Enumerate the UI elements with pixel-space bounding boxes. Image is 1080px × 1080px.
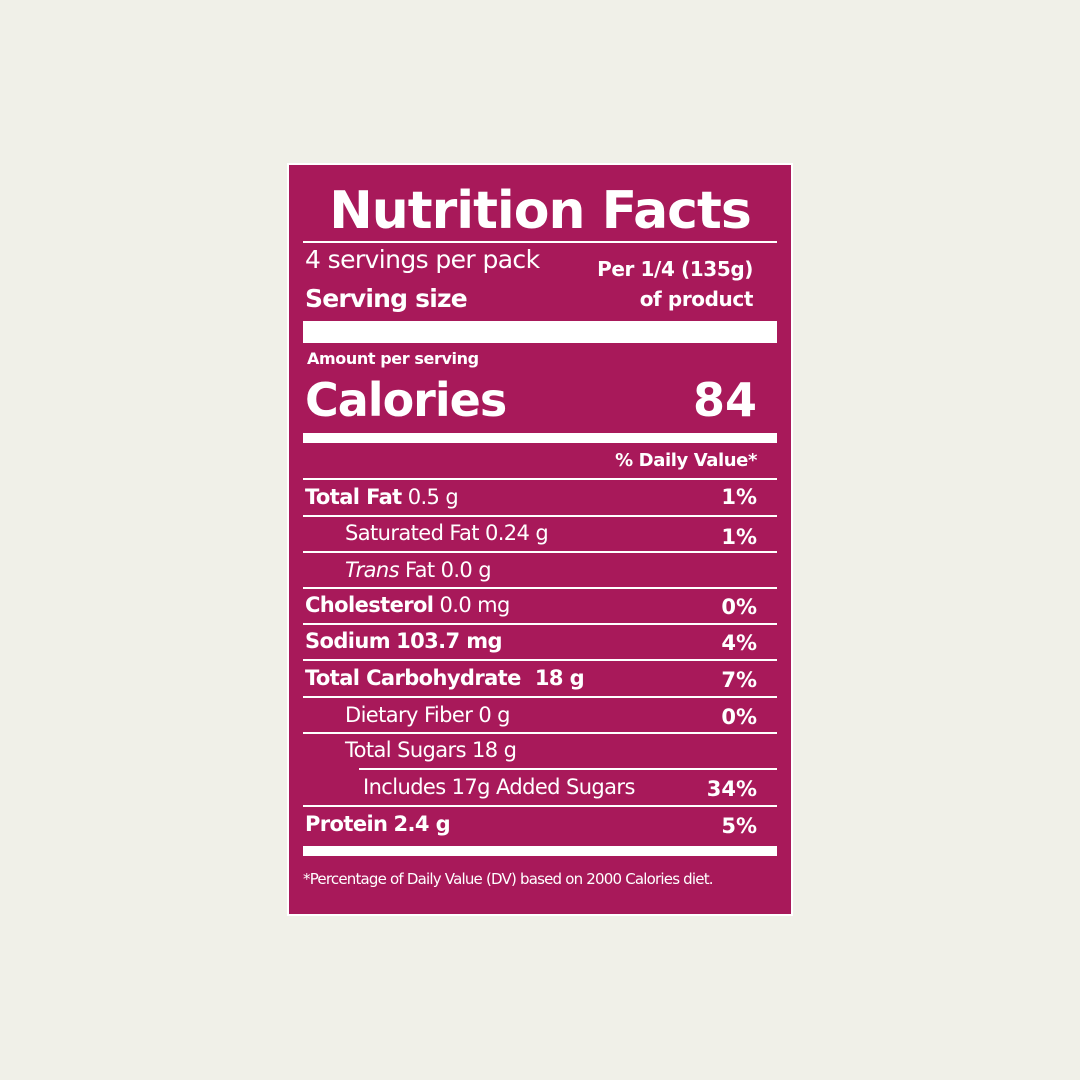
nutrient-name: Saturated Fat xyxy=(345,521,479,545)
row-divider xyxy=(359,768,777,770)
daily-value-header: % Daily Value* xyxy=(615,450,757,471)
nutrient-amount: 18 g xyxy=(472,738,517,762)
serving-size-unit: of product xyxy=(639,287,754,311)
serving-size-amount: Per 1/4 (135g) xyxy=(597,257,753,281)
nutrient-name: Protein xyxy=(305,812,388,836)
nutrient-amount: 0.24 g xyxy=(484,521,549,545)
nutrient-name: Total Carbohydrate xyxy=(305,666,521,690)
nutrient-total-carbohydrate: Total Carbohydrate 18 g xyxy=(305,666,585,690)
dv-sodium: 4% xyxy=(721,631,757,655)
dv-cholesterol: 0% xyxy=(721,595,757,619)
nutrient-amount: 0.0 mg xyxy=(439,593,510,617)
nutrient-protein: Protein 2.4 g xyxy=(305,812,451,836)
nutrient-name: Total Fat xyxy=(305,485,402,509)
dv-saturated-fat: 1% xyxy=(721,525,757,549)
thick-bar-top xyxy=(303,321,777,343)
amount-per-serving: Amount per serving xyxy=(307,349,479,368)
row-divider xyxy=(303,623,777,625)
nutrient-amount: 18 g xyxy=(534,666,585,690)
dv-dietary-fiber: 0% xyxy=(721,705,757,729)
nutrition-panel: Nutrition Facts 4 servings per pack Serv… xyxy=(289,165,791,914)
nutrient-name: Fat xyxy=(405,558,435,582)
row-divider xyxy=(303,551,777,553)
nutrient-amount: 0 g xyxy=(478,703,510,727)
nutrient-name: Includes 17g Added Sugars xyxy=(363,775,635,799)
nutrient-saturated-fat: Saturated Fat 0.24 g xyxy=(345,521,549,545)
nutrient-total-fat: Total Fat 0.5 g xyxy=(305,485,459,509)
nutrient-amount: 0.0 g xyxy=(440,558,492,582)
row-divider xyxy=(303,515,777,517)
dv-total-carbohydrate: 7% xyxy=(721,668,757,692)
nutrient-cholesterol: Cholesterol 0.0 mg xyxy=(305,595,510,616)
row-divider xyxy=(303,696,777,698)
dv-total-fat: 1% xyxy=(721,485,757,509)
label-title: Nutrition Facts xyxy=(329,181,752,241)
row-divider xyxy=(303,732,777,734)
row-divider xyxy=(303,587,777,589)
dv-added-sugars: 34% xyxy=(706,777,757,801)
calories-label: Calories xyxy=(305,373,507,427)
servings-per-pack: 4 servings per pack xyxy=(305,245,540,274)
serving-size-label: Serving size xyxy=(305,284,468,313)
nutrient-dietary-fiber: Dietary Fiber 0 g xyxy=(345,705,510,726)
nutrient-name: Total Sugars xyxy=(345,738,467,762)
medium-bar xyxy=(303,433,777,443)
nutrient-amount: 2.4 g xyxy=(393,812,451,836)
nutrient-name: Sodium xyxy=(305,629,391,653)
nutrient-total-sugars: Total Sugars 18 g xyxy=(345,738,517,762)
divider-dv xyxy=(303,478,777,480)
divider-title xyxy=(303,241,777,243)
nutrient-amount: 103.7 mg xyxy=(396,629,502,653)
nutrient-sodium: Sodium 103.7 mg xyxy=(305,629,503,653)
nutrient-amount: 0.5 g xyxy=(407,485,459,509)
thick-bar-bottom xyxy=(303,846,777,856)
row-divider xyxy=(303,659,777,661)
nutrient-name-italic: Trans xyxy=(345,558,400,582)
nutrient-trans-fat: Trans Fat 0.0 g xyxy=(345,558,492,582)
footnote: *Percentage of Daily Value (DV) based on… xyxy=(303,870,714,888)
row-divider xyxy=(303,805,777,807)
nutrient-name: Dietary Fiber xyxy=(345,703,473,727)
nutrient-added-sugars: Includes 17g Added Sugars xyxy=(363,777,635,798)
nutrient-name: Cholesterol xyxy=(305,593,434,617)
dv-protein: 5% xyxy=(721,814,757,838)
nutrition-facts-label: Nutrition Facts 4 servings per pack Serv… xyxy=(287,163,793,916)
calories-value: 84 xyxy=(692,373,757,427)
